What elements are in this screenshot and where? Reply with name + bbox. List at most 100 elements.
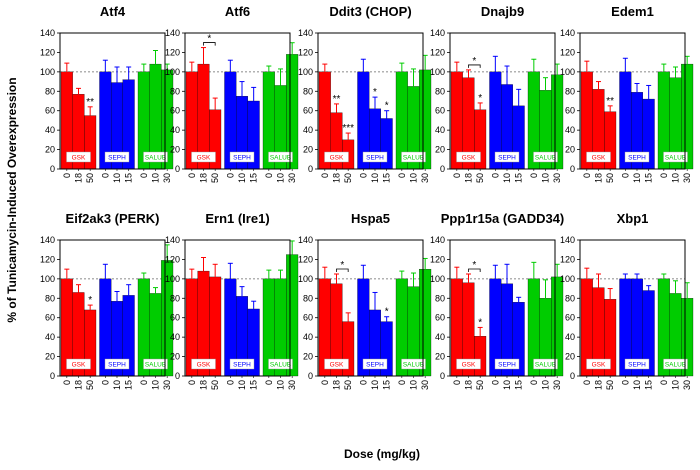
y-tick-label: 60 — [170, 313, 180, 323]
category-label: 0 — [620, 380, 630, 385]
y-tick-label: 60 — [170, 106, 180, 116]
category-label: 10 — [409, 380, 419, 390]
y-tick-label: 120 — [560, 47, 575, 57]
bracket-star: * — [472, 56, 476, 67]
group-label-gsk: GSK — [462, 154, 476, 161]
y-tick-label: 0 — [570, 371, 575, 381]
y-tick-label: 140 — [430, 28, 445, 38]
group-label-gsk: GSK — [72, 361, 86, 368]
y-tick-label: 0 — [440, 164, 445, 174]
y-tick-label: 140 — [165, 235, 180, 245]
category-label: 0 — [358, 380, 368, 385]
y-tick-label: 40 — [435, 125, 445, 135]
group-label-salub: SALUB — [403, 154, 424, 161]
y-tick-label: 60 — [435, 313, 445, 323]
category-label: 0 — [264, 380, 274, 385]
category-label: 30 — [287, 380, 297, 390]
group-label-seph: SEPH — [498, 154, 516, 161]
y-tick-label: 80 — [303, 86, 313, 96]
category-label: 18 — [464, 173, 474, 183]
category-label: 30 — [162, 173, 172, 183]
category-label: 0 — [490, 380, 500, 385]
category-label: 0 — [452, 380, 462, 385]
y-tick-label: 60 — [435, 106, 445, 116]
y-tick-label: 40 — [170, 125, 180, 135]
group-label-salub: SALUB — [535, 361, 556, 368]
category-label: 18 — [594, 380, 604, 390]
group-label-seph: SEPH — [498, 361, 516, 368]
category-label: 10 — [112, 380, 122, 390]
category-label: 10 — [671, 173, 681, 183]
significance-star: ** — [86, 97, 94, 108]
bracket-star: * — [340, 260, 344, 271]
category-label: 10 — [237, 173, 247, 183]
significance-bracket — [468, 64, 481, 68]
y-tick-label: 80 — [45, 293, 55, 303]
category-label: 50 — [605, 173, 615, 183]
group-label-box — [456, 358, 481, 370]
category-label: 50 — [85, 173, 95, 183]
plot-frame — [184, 32, 291, 170]
category-label: 30 — [682, 173, 692, 183]
y-tick-label: 40 — [565, 332, 575, 342]
group-label-box — [401, 151, 426, 163]
y-tick-label: 80 — [170, 293, 180, 303]
category-label: 0 — [187, 173, 197, 178]
plot-frame — [317, 32, 424, 170]
category-label: 10 — [151, 380, 161, 390]
y-tick-label: 40 — [45, 125, 55, 135]
y-tick-label: 140 — [560, 28, 575, 38]
group-label-box — [66, 358, 91, 370]
y-tick-label: 20 — [170, 145, 180, 155]
group-label-seph: SEPH — [108, 361, 126, 368]
y-tick-label: 100 — [430, 67, 445, 77]
category-label: 15 — [382, 173, 392, 183]
category-label: 0 — [225, 380, 235, 385]
category-label: 10 — [151, 173, 161, 183]
y-tick-label: 80 — [303, 293, 313, 303]
group-label-box — [494, 151, 520, 163]
group-label-box — [586, 151, 611, 163]
y-tick-label: 120 — [298, 47, 313, 57]
group-label-gsk: GSK — [197, 361, 211, 368]
y-tick-label: 140 — [40, 28, 55, 38]
plot-frame — [449, 239, 556, 377]
panel-title: Xbp1 — [617, 211, 649, 226]
category-label: 0 — [490, 173, 500, 178]
y-tick-label: 100 — [165, 274, 180, 284]
group-label-box — [362, 358, 388, 370]
category-label: 18 — [594, 173, 604, 183]
y-tick-label: 100 — [298, 274, 313, 284]
group-label-box — [104, 358, 130, 370]
y-tick-label: 20 — [303, 145, 313, 155]
category-label: 0 — [582, 173, 592, 178]
group-label-seph: SEPH — [628, 361, 646, 368]
group-label-salub: SALUB — [665, 361, 686, 368]
category-label: 0 — [529, 380, 539, 385]
plot-frame — [579, 239, 686, 377]
panel-title: Hspa5 — [351, 211, 390, 226]
plot-frame — [579, 32, 686, 170]
y-tick-label: 100 — [40, 67, 55, 77]
group-label-box — [362, 151, 388, 163]
category-label: 18 — [74, 380, 84, 390]
plot-frame — [317, 239, 424, 377]
category-label: 10 — [276, 173, 286, 183]
panel-title: Ddit3 (CHOP) — [329, 4, 411, 19]
panel-title: Atf6 — [225, 4, 250, 19]
category-label: 0 — [452, 173, 462, 178]
group-label-salub: SALUB — [270, 361, 291, 368]
y-tick-label: 80 — [170, 86, 180, 96]
category-label: 15 — [644, 380, 654, 390]
y-tick-label: 0 — [175, 164, 180, 174]
y-tick-label: 120 — [560, 254, 575, 264]
y-tick-label: 140 — [430, 235, 445, 245]
group-label-box — [143, 358, 168, 370]
category-label: 10 — [237, 380, 247, 390]
category-label: 10 — [541, 380, 551, 390]
panel-title: Ern1 (Ire1) — [205, 211, 269, 226]
